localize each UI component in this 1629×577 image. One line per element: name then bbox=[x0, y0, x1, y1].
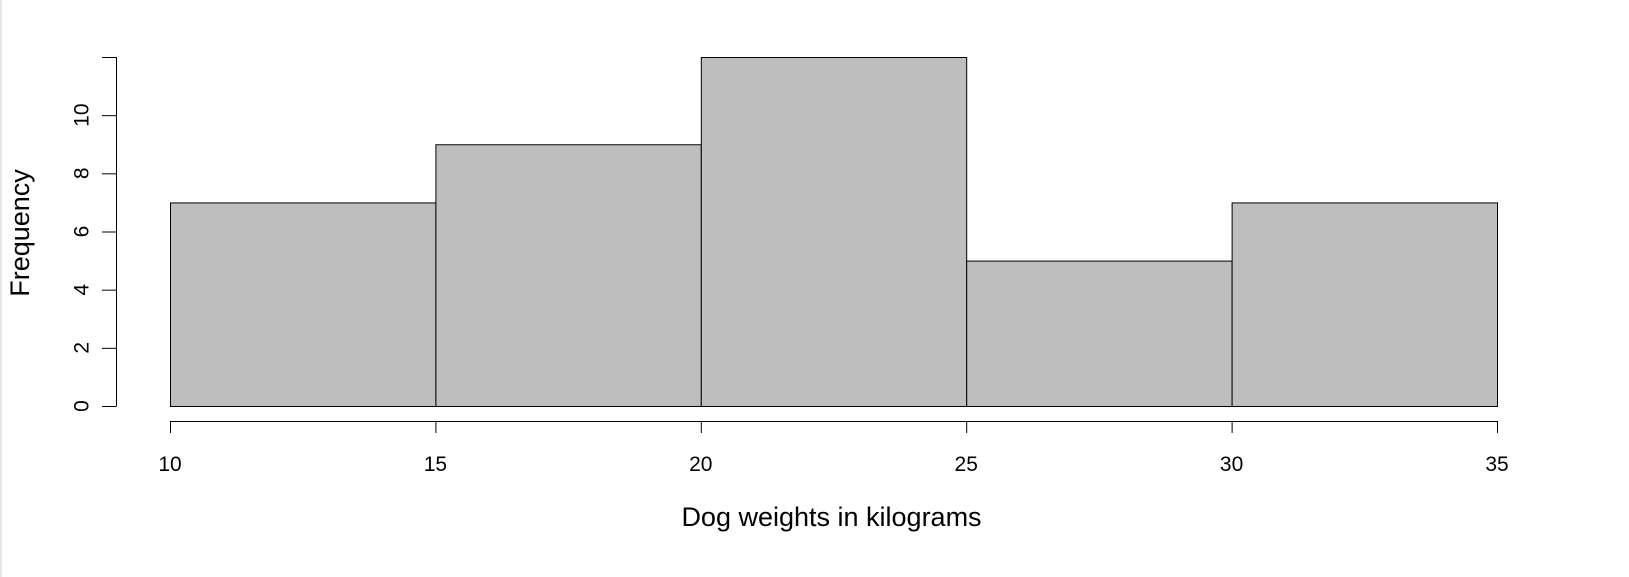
x-tick-label: 20 bbox=[689, 453, 712, 476]
histogram-bar-25-30 bbox=[966, 260, 1233, 408]
y-tick-label: 2 bbox=[71, 342, 94, 354]
histogram-bar-15-20 bbox=[435, 144, 702, 407]
bars-group bbox=[170, 57, 1498, 408]
y-tick-label: 0 bbox=[71, 400, 94, 412]
histogram-bar-30-35 bbox=[1231, 202, 1498, 407]
y-axis: 0 2 4 6 8 10 bbox=[71, 57, 117, 412]
x-axis: 10 15 20 25 30 35 bbox=[158, 421, 1509, 476]
x-tick-label: 35 bbox=[1485, 453, 1508, 476]
y-tick-label: 4 bbox=[71, 284, 94, 296]
x-tick-label: 25 bbox=[955, 453, 978, 476]
y-tick-label: 8 bbox=[71, 167, 94, 179]
x-tick-label: 30 bbox=[1220, 453, 1243, 476]
x-tick-label: 15 bbox=[424, 453, 447, 476]
y-tick-label: 10 bbox=[71, 103, 94, 126]
histogram-bar-20-25 bbox=[700, 57, 968, 407]
x-axis-title: Dog weights in kilograms bbox=[681, 502, 981, 532]
frame-edge bbox=[0, 0, 2, 577]
y-tick-label: 6 bbox=[71, 226, 94, 238]
x-tick-label: 10 bbox=[158, 453, 181, 476]
histogram-bar-10-15 bbox=[170, 202, 437, 407]
y-axis-title: Frequency bbox=[5, 169, 35, 297]
